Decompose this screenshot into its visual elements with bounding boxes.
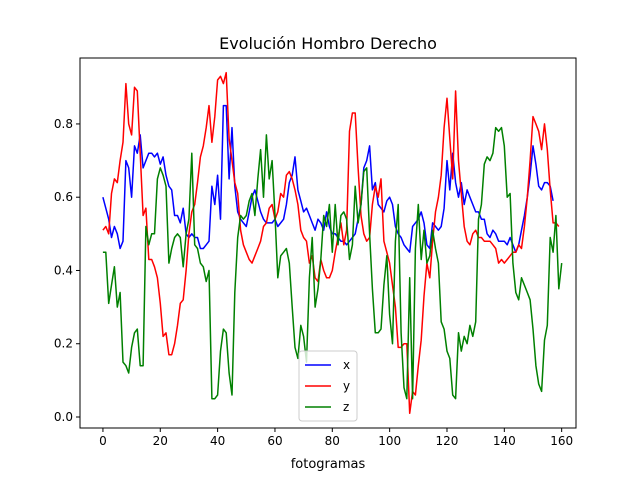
- legend: xyz: [298, 350, 358, 422]
- y-tick-label: 0.0: [54, 410, 73, 424]
- plot-area: [102, 71, 563, 415]
- x-tick-label: 20: [153, 434, 168, 448]
- x-tick-label: 120: [436, 434, 459, 448]
- legend-label-y: y: [343, 379, 350, 393]
- x-axis-label: fotogramas: [291, 457, 366, 472]
- x-tick-label: 80: [325, 434, 340, 448]
- x-tick-label: 60: [267, 434, 282, 448]
- chart-title: Evolución Hombro Derecho: [219, 34, 437, 53]
- y-tick-label: 0.4: [54, 263, 73, 277]
- y-tick-label: 0.6: [54, 190, 73, 204]
- legend-label-z: z: [343, 400, 349, 414]
- x-tick-label: 140: [493, 434, 516, 448]
- axes-frame: [79, 57, 577, 429]
- x-tick-label: 0: [99, 434, 107, 448]
- axis-ticks: 0 20 40 60 80 100 120 140 160 0.0 0.2 0.4 0.6 0.8: [54, 117, 573, 448]
- y-tick-label: 0.2: [54, 337, 73, 351]
- legend-label-x: x: [343, 358, 350, 372]
- x-tick-label: 40: [210, 434, 225, 448]
- y-tick-label: 0.8: [54, 117, 73, 131]
- series-line-y: [102, 71, 560, 415]
- x-tick-label: 100: [378, 434, 401, 448]
- x-tick-label: 160: [550, 434, 573, 448]
- series-line-z: [102, 126, 563, 400]
